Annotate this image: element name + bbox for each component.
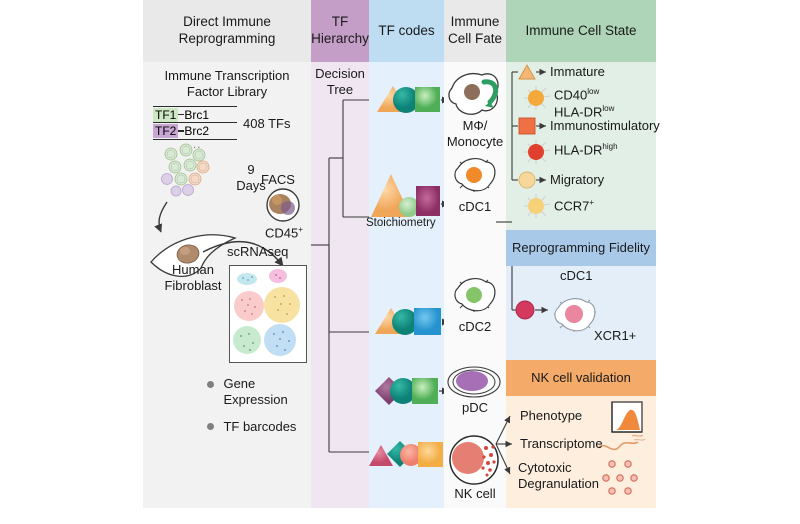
plasmacytoid-dc-icon bbox=[447, 366, 501, 398]
tf-library-row: TF1 Brc1 bbox=[153, 106, 237, 123]
facs-label: FACS bbox=[261, 172, 295, 187]
fidelity-cell-graphic bbox=[511, 266, 597, 332]
tf-library-title: Immune Transcription Factor Library bbox=[164, 68, 290, 99]
panel-header-nk-cell-validation: NK cell validation bbox=[506, 360, 656, 396]
state-label-immunostimulatory: Immunostimulatory bbox=[550, 118, 660, 133]
column-header-label: TF codes bbox=[378, 22, 435, 38]
column-header-immune-cell-state: Immune Cell State bbox=[506, 0, 656, 62]
immune-cell-fate-icons bbox=[447, 73, 501, 485]
readout-label: TF barcodes bbox=[223, 419, 297, 434]
dendritic-cell-icon-cdc2 bbox=[454, 278, 496, 312]
state-marker-square-icon bbox=[518, 117, 536, 135]
column-header-label: Immune Cell Fate bbox=[447, 14, 503, 46]
fidelity-cell-label: cDC1 bbox=[560, 268, 593, 283]
column-tf-codes: TF codes bbox=[366, 0, 451, 508]
state-marker-circle-icon bbox=[518, 171, 536, 189]
tf-code-row-macrophage bbox=[377, 86, 449, 113]
sort-marker-superscript: + bbox=[298, 225, 303, 234]
state-connector-lines bbox=[496, 64, 551, 223]
nk-cell-icon bbox=[449, 435, 499, 485]
state-submarker-cd40: CD40low bbox=[554, 87, 600, 103]
tf-code-row-pdc bbox=[375, 377, 449, 405]
tf-code-row-cdc1 bbox=[371, 174, 449, 217]
dendritic-cell-icon-cdc1 bbox=[454, 158, 496, 192]
column-header-label: Direct Immune Reprogramming bbox=[178, 14, 276, 46]
immunostimulatory-dc-icon bbox=[524, 140, 551, 164]
state-submarker-ccr7: CCR7+ bbox=[554, 198, 595, 214]
fate-label-cdc1: cDC1 bbox=[458, 199, 492, 214]
cdc1-xcr1-cell-icon bbox=[554, 298, 597, 332]
figure-panel: Direct Immune Reprogramming Immune Trans… bbox=[143, 0, 660, 508]
column-header-immune-cell-fate: Immune Cell Fate bbox=[444, 0, 506, 62]
state-submarker-hladr-high: HLA-DRhigh bbox=[554, 142, 618, 158]
fate-label-pdc: pDC bbox=[461, 400, 488, 415]
tf-library-row: TF2 Brc2 bbox=[153, 123, 237, 140]
immature-dc-icon bbox=[524, 86, 551, 110]
state-label-immature: Immature bbox=[550, 64, 605, 79]
assay-label: scRNAseq bbox=[227, 244, 289, 259]
decision-tree-label: Decision Tree bbox=[315, 66, 365, 97]
flow-cytometry-plot-icon bbox=[611, 401, 643, 433]
state-marker-triangle-icon bbox=[518, 64, 536, 80]
fate-label-macrophage: MΦ/ Monocyte bbox=[446, 118, 504, 149]
fidelity-marker-label: XCR1+ bbox=[594, 328, 637, 343]
tf-library-list: TF1 Brc1 TF2 Brc2 ... bbox=[153, 106, 237, 150]
tf-barcode: Brc2 bbox=[184, 124, 210, 138]
panel-title-label: NK cell validation bbox=[531, 370, 631, 386]
tf-barcode-link bbox=[178, 130, 185, 132]
cell-source-label: Human Fibroblast bbox=[164, 262, 222, 293]
panel-nk-cell-validation: Phenotype Transcriptome Cytotoxic Degran… bbox=[495, 396, 656, 508]
panel-header-reprogramming-fidelity: Reprogramming Fidelity bbox=[506, 230, 656, 266]
fate-label-nk: NK cell bbox=[454, 486, 496, 501]
bullet-icon bbox=[207, 381, 214, 388]
column-header-label: Immune Cell State bbox=[525, 22, 637, 38]
column-body-direct-immune-reprogramming: Immune Transcription Factor Library TF1 … bbox=[143, 62, 311, 508]
column-body-tf-codes: Stoichiometry bbox=[366, 62, 451, 508]
readout-gene-expression: Gene Expression bbox=[207, 376, 288, 409]
column-header-tf-codes: TF codes bbox=[369, 0, 444, 62]
fidelity-marker-circle-icon bbox=[515, 300, 535, 320]
column-tf-hierarchy: TF Hierarchy Decision Tree bbox=[311, 0, 369, 508]
tf-code-row-nk bbox=[369, 441, 451, 467]
state-label-migratory: Migratory bbox=[550, 172, 605, 187]
tf-name: TF2 bbox=[153, 124, 179, 138]
granule-dots-icon bbox=[602, 460, 638, 495]
fate-label-cdc2: cDC2 bbox=[458, 319, 492, 334]
column-immune-cell-state: Immune Cell State bbox=[495, 0, 660, 508]
duration-label: 9 Days bbox=[236, 162, 266, 193]
nk-assay-label-phenotype: Phenotype bbox=[520, 408, 583, 423]
umap-clusters-icon bbox=[233, 269, 300, 356]
stoichiometry-label: Stoichiometry bbox=[366, 217, 436, 229]
readout-tf-barcodes: TF barcodes bbox=[207, 418, 296, 436]
migratory-dc-icon bbox=[524, 194, 551, 218]
column-immune-cell-fate: Immune Cell Fate bbox=[444, 0, 506, 508]
nk-assay-label-cytotoxic-degranulation: Cytotoxic Degranulation bbox=[518, 460, 599, 491]
state-submarker-hladr-low: HLA-DRlow bbox=[554, 104, 615, 120]
bullet-icon bbox=[207, 423, 214, 430]
tf-name: TF1 bbox=[153, 107, 179, 122]
readout-label: Gene Expression bbox=[223, 376, 288, 407]
decision-tree-dendrogram bbox=[311, 99, 369, 453]
tf-code-row-cdc2 bbox=[375, 308, 449, 335]
column-header-direct-immune-reprogramming: Direct Immune Reprogramming bbox=[143, 0, 311, 62]
tf-barcode-link bbox=[178, 113, 185, 116]
rna-transcript-icon bbox=[597, 434, 646, 451]
tf-code-shape-groups bbox=[369, 86, 451, 467]
scrnaseq-umap-plot bbox=[229, 265, 307, 363]
column-header-label: TF Hierarchy bbox=[311, 14, 369, 46]
panel-reprogramming-fidelity: cDC1 XCR1+ bbox=[506, 266, 656, 360]
panel-title-label: Reprogramming Fidelity bbox=[512, 240, 650, 256]
lentivirus-particles-icon bbox=[150, 143, 300, 277]
tf-barcode: Brc1 bbox=[184, 107, 210, 122]
macrophage-icon bbox=[448, 73, 499, 115]
column-body-tf-hierarchy: Decision Tree bbox=[311, 62, 369, 508]
panel-immune-cell-state: Immature CD40low HLA-DRlow Immunostimula… bbox=[496, 62, 660, 230]
column-body-immune-cell-fate: MΦ/ Monocyte cDC1 cDC2 pDC NK cell bbox=[444, 62, 506, 508]
column-header-tf-hierarchy: TF Hierarchy bbox=[311, 0, 369, 62]
tf-count-label: 408 TFs bbox=[243, 116, 291, 131]
nk-assay-label-transcriptome: Transcriptome bbox=[520, 436, 603, 451]
nk-validation-graphics bbox=[495, 401, 646, 495]
column-direct-immune-reprogramming: Direct Immune Reprogramming Immune Trans… bbox=[143, 0, 311, 508]
sort-marker-label: CD45+ bbox=[265, 225, 303, 241]
